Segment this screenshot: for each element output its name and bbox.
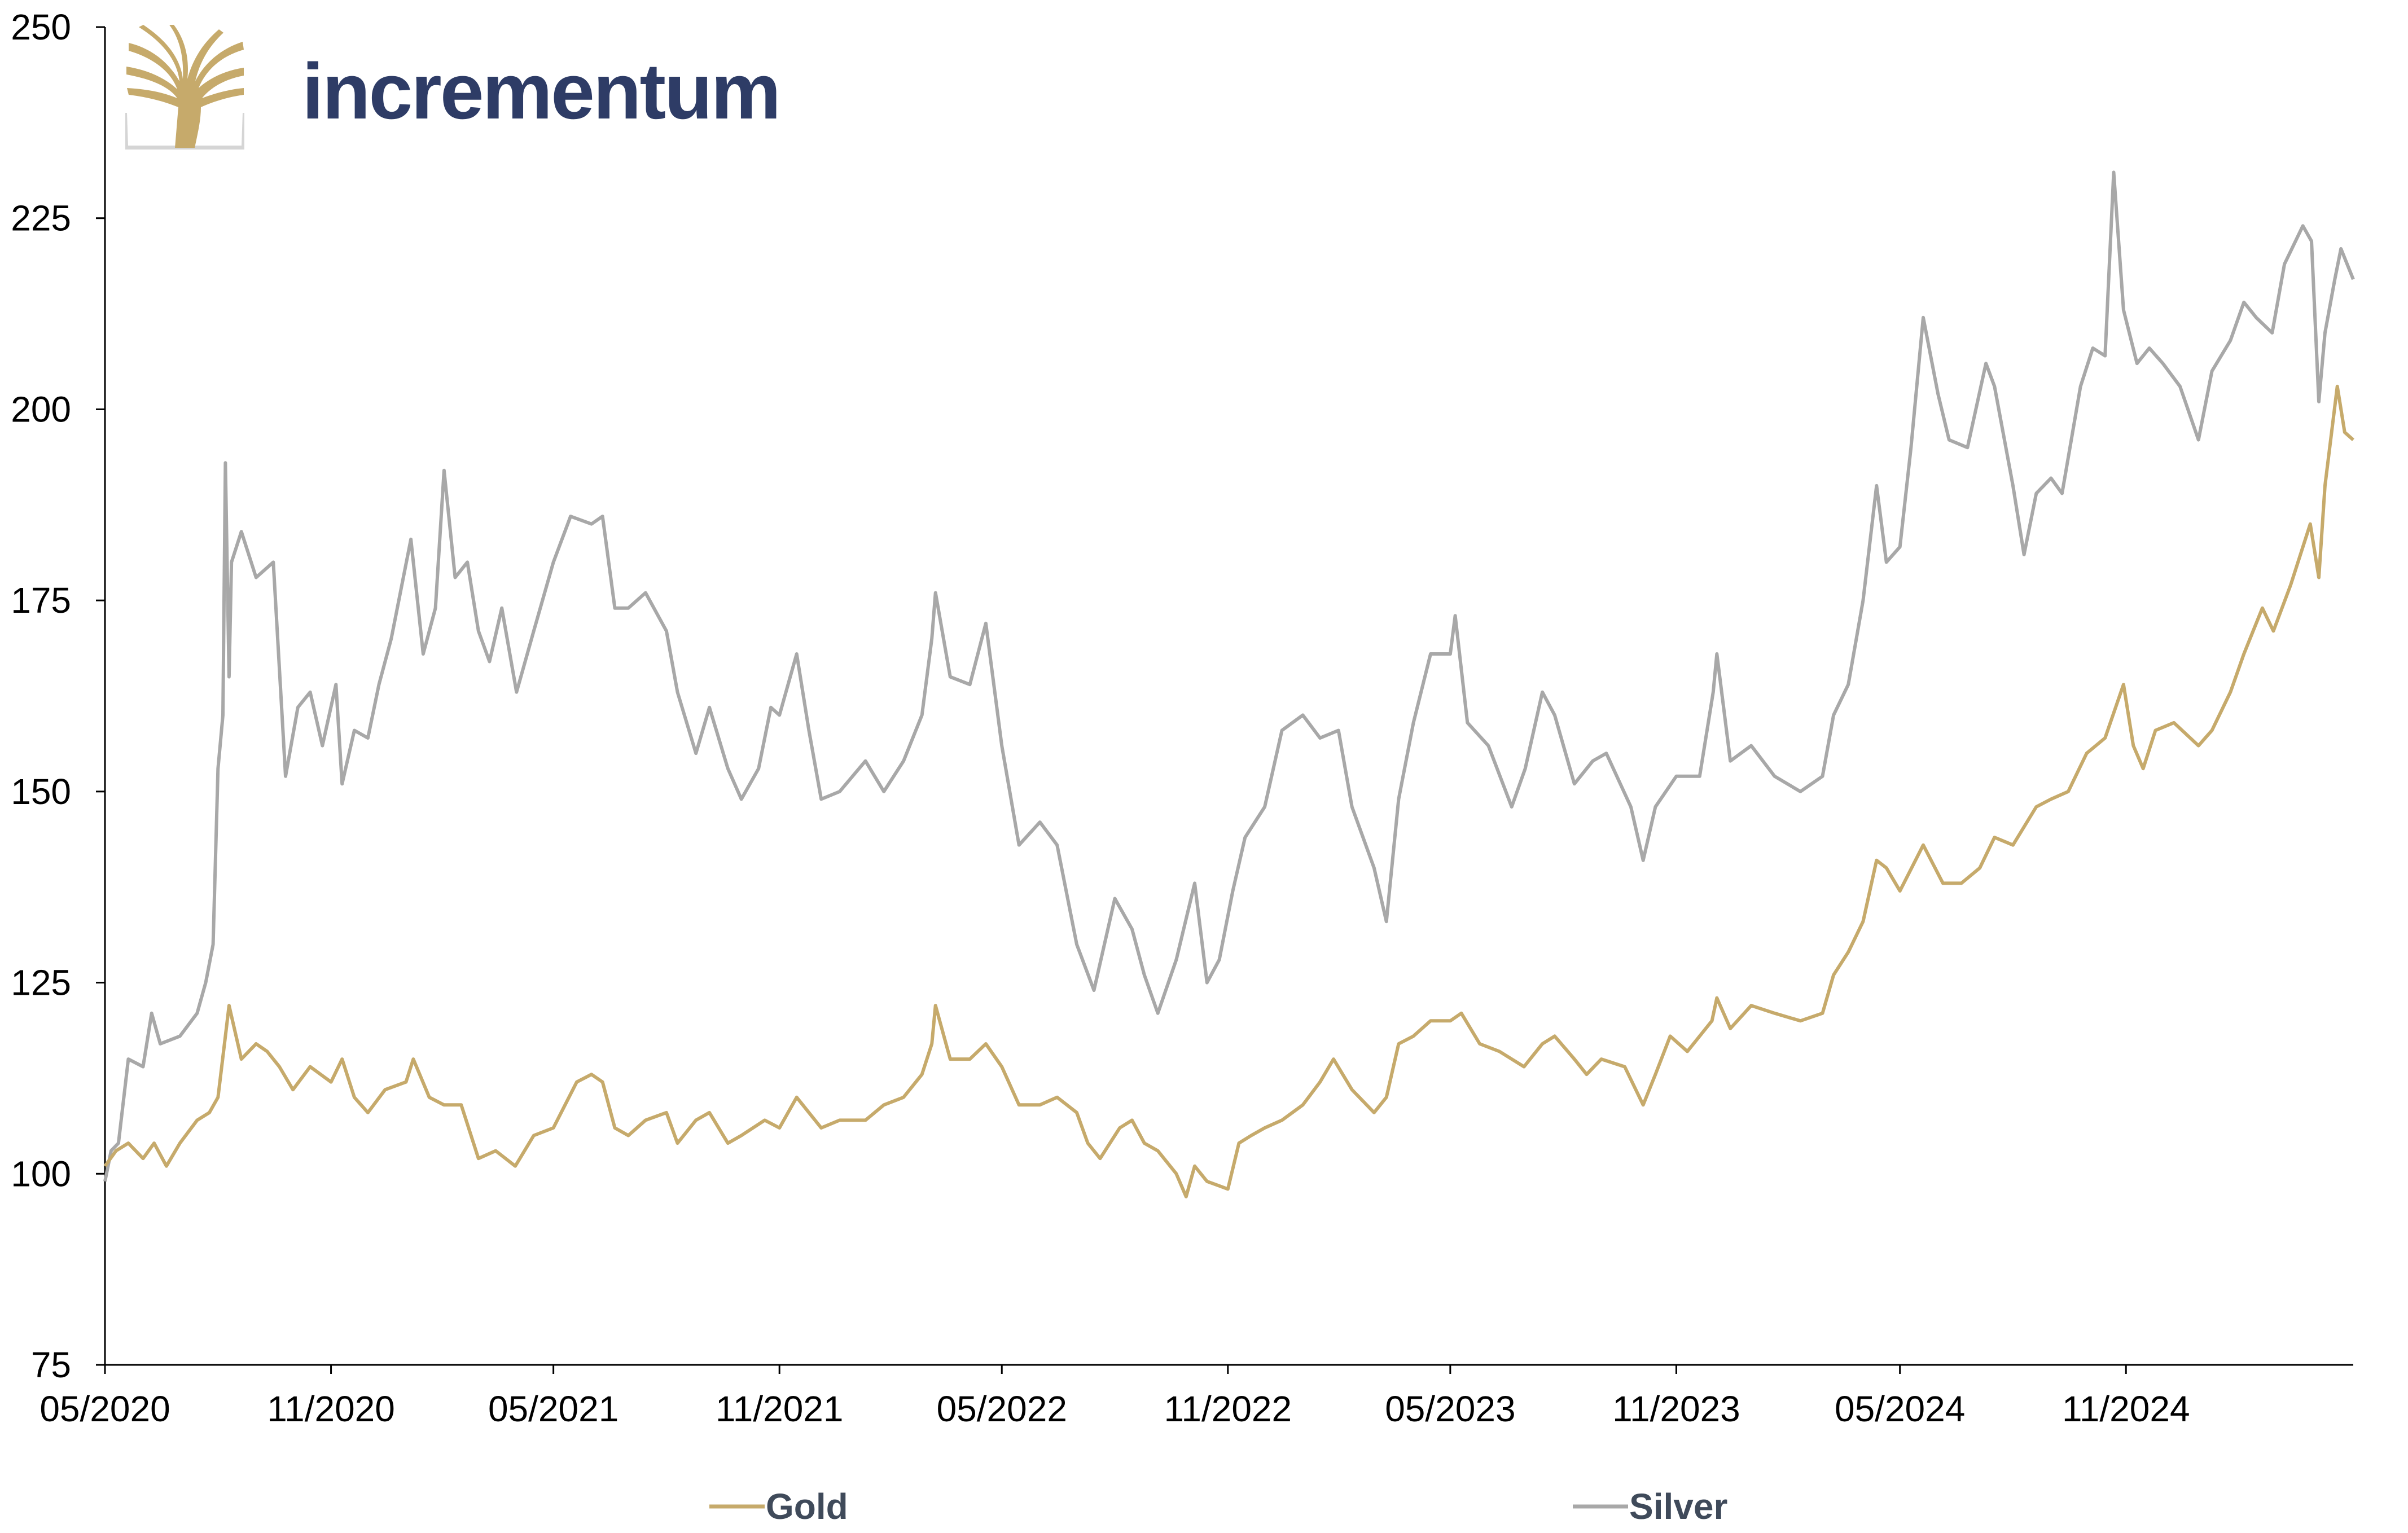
brand-name: incrementum bbox=[302, 47, 779, 135]
tree-icon bbox=[125, 25, 244, 150]
x-tick-label: 11/2023 bbox=[1612, 1389, 1740, 1429]
x-tick-label: 05/2020 bbox=[40, 1389, 170, 1429]
y-tick-label: 75 bbox=[31, 1345, 71, 1385]
series-layer bbox=[103, 170, 2355, 1198]
x-tick-label: 11/2021 bbox=[716, 1389, 844, 1429]
y-tick-label: 250 bbox=[11, 7, 71, 47]
legend-label-gold: Gold bbox=[766, 1486, 848, 1527]
x-tick-label: 05/2024 bbox=[1835, 1389, 1965, 1429]
y-tick-label: 150 bbox=[11, 771, 71, 812]
series-line-gold bbox=[103, 384, 2354, 1198]
x-tick-label: 05/2021 bbox=[488, 1389, 619, 1429]
incrementum-logo: incrementum bbox=[125, 25, 781, 150]
x-tick-label: 11/2024 bbox=[2062, 1389, 2190, 1429]
y-tick-label: 125 bbox=[11, 963, 71, 1003]
y-tick-label: 200 bbox=[11, 389, 71, 429]
y-tick-label: 225 bbox=[11, 198, 71, 239]
y-tick-label: 100 bbox=[11, 1153, 71, 1194]
x-tick-label: 11/2022 bbox=[1164, 1389, 1292, 1429]
y-tick-label: 175 bbox=[11, 580, 71, 621]
y-axis-ticks: 75 100 125 150 175 200 225 250 bbox=[11, 7, 105, 1385]
x-tick-label: 05/2022 bbox=[937, 1389, 1067, 1429]
x-axis-ticks: 05/2020 11/2020 05/2021 11/2021 05/2022 11/20… bbox=[40, 1365, 2190, 1429]
legend: Gold Silver bbox=[709, 1486, 1727, 1527]
x-tick-label: 11/2020 bbox=[267, 1389, 395, 1429]
series-line-silver bbox=[103, 170, 2355, 1182]
x-tick-label: 05/2023 bbox=[1385, 1389, 1515, 1429]
legend-label-silver: Silver bbox=[1629, 1486, 1727, 1527]
